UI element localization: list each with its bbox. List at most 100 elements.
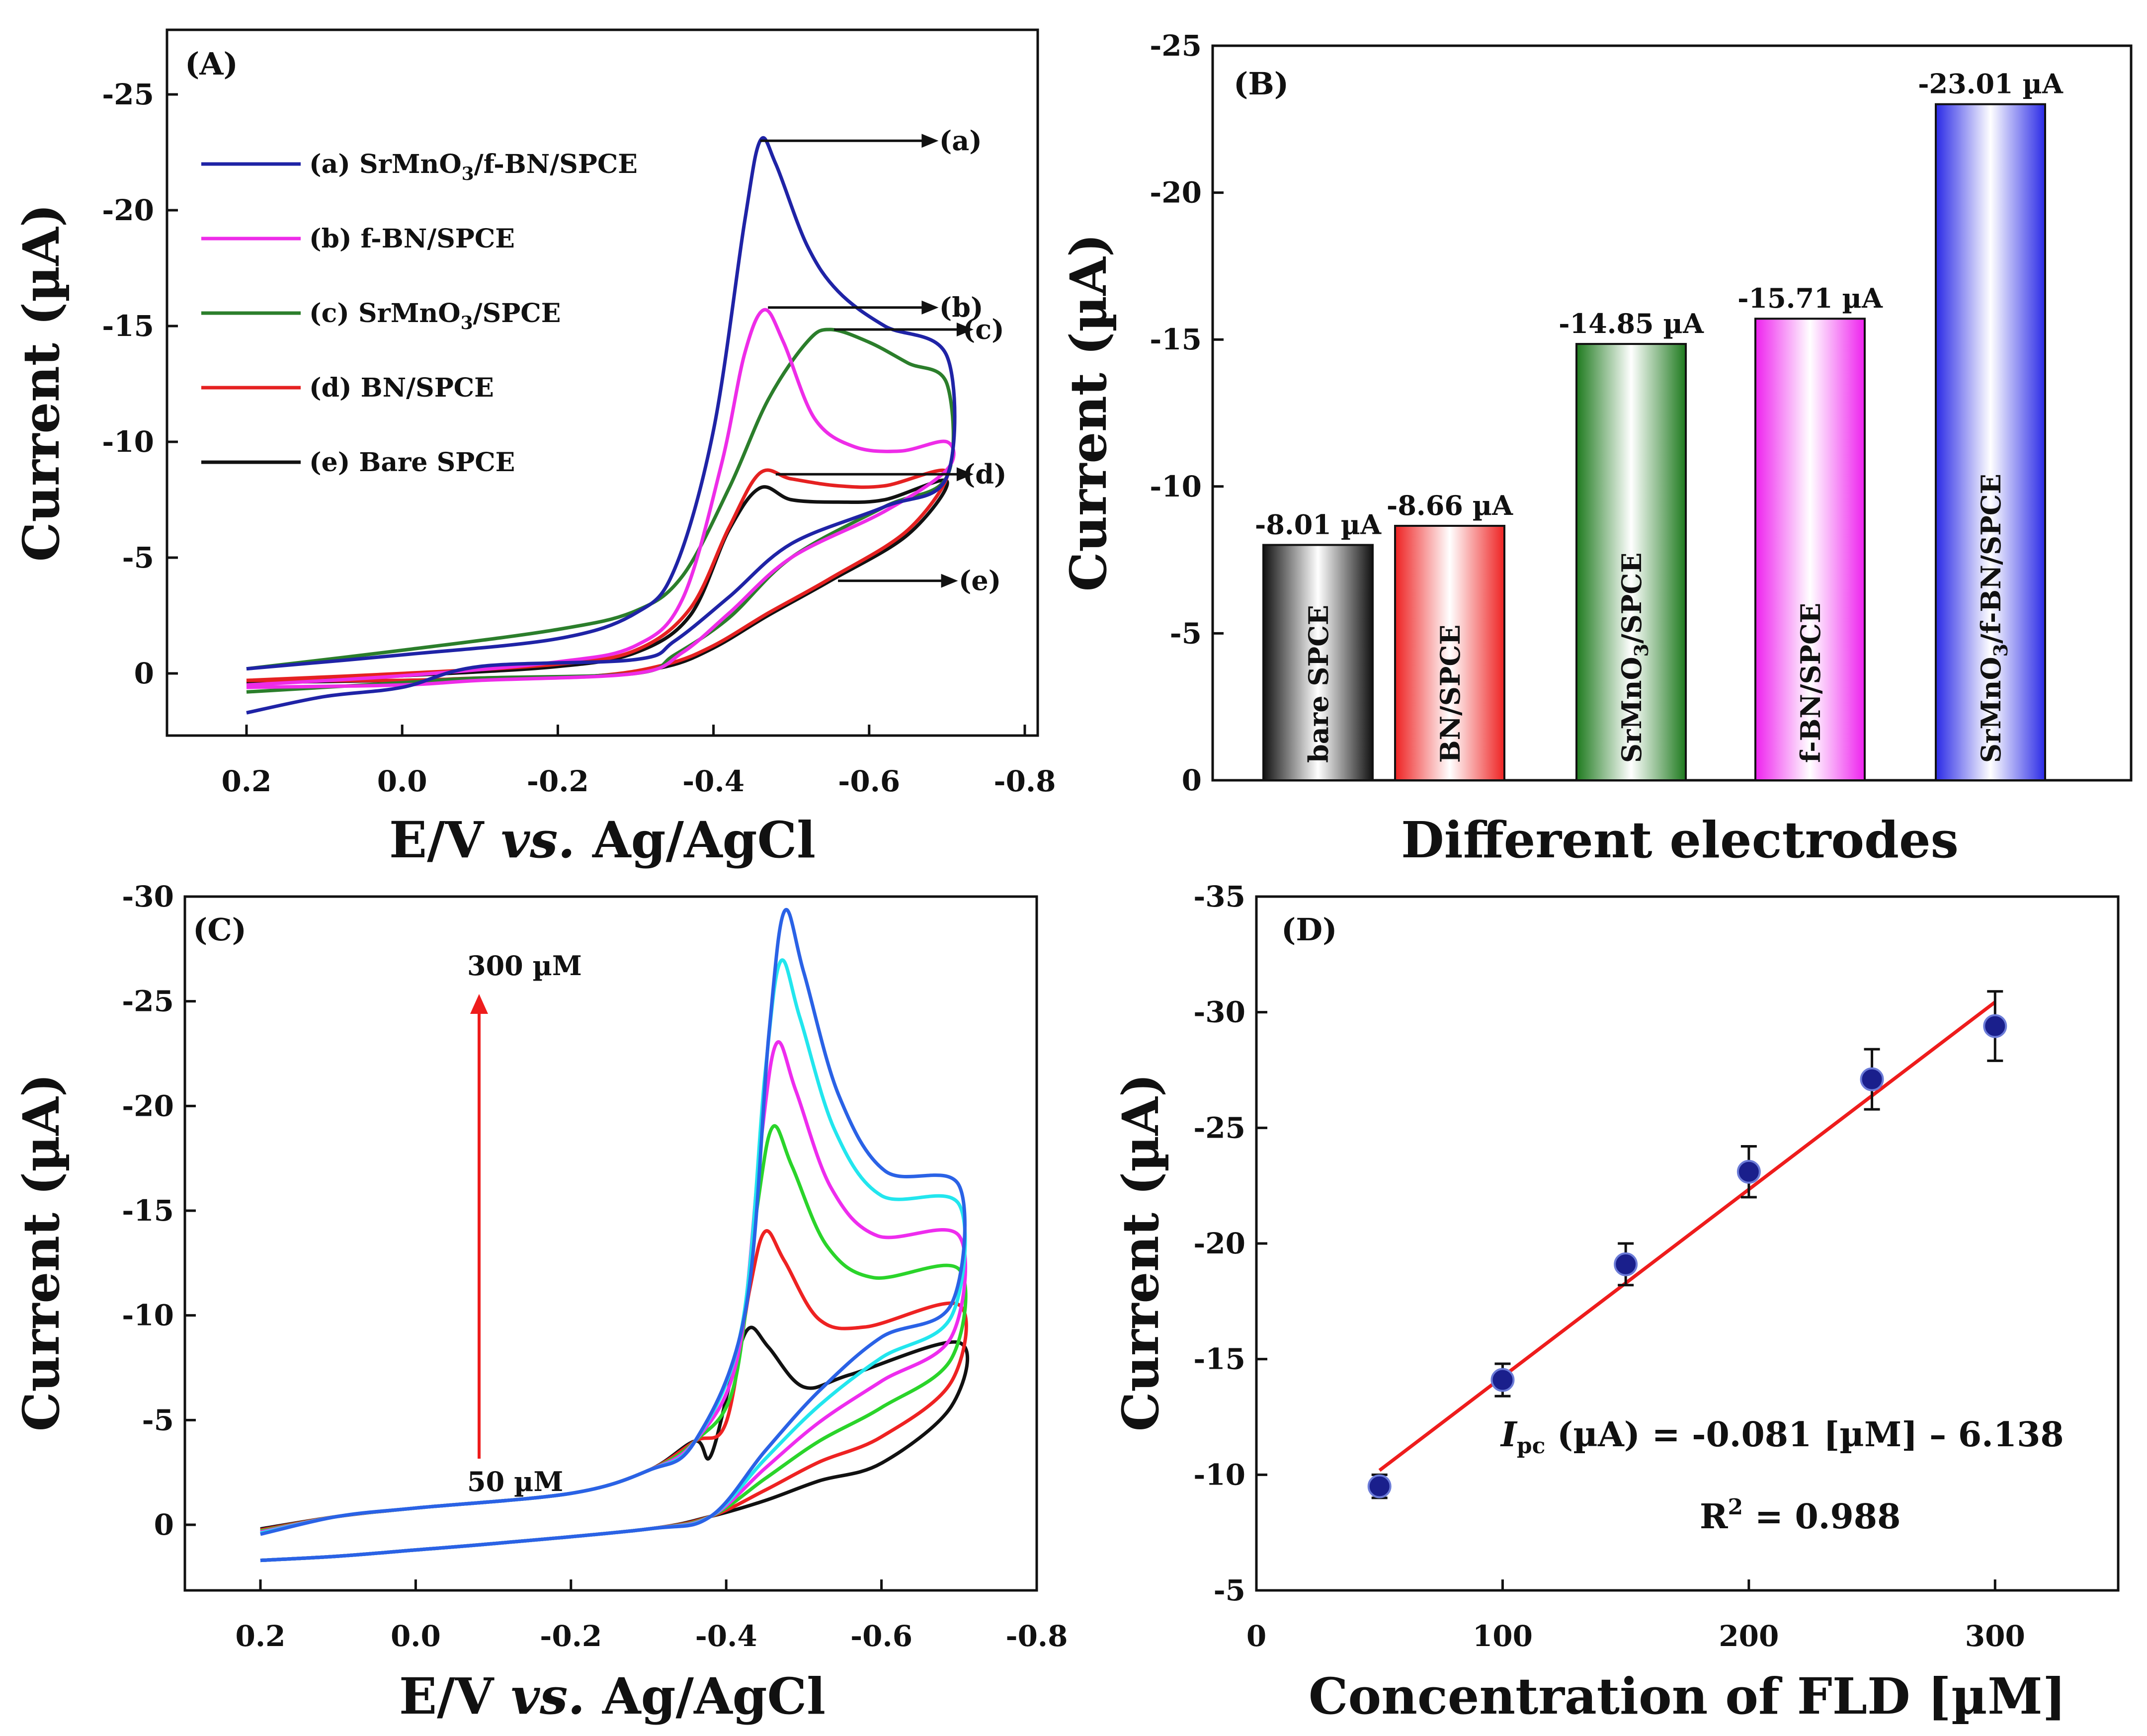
x-tick-label: -0.2	[540, 1619, 602, 1653]
data-point	[1490, 1368, 1515, 1392]
legend-entry: (a) SrMnO3/f-BN/SPCE	[309, 149, 638, 184]
annotation-label: (c)	[963, 314, 1004, 345]
y-tick-label: -25	[122, 985, 174, 1018]
panel-b-y-ticks: 0 -5 -10 -15 -20 -25	[1150, 29, 1224, 797]
y-tick-label: -25	[102, 78, 154, 111]
y-tick-label: -30	[122, 880, 174, 913]
y-tick-label: -5	[1170, 616, 1202, 650]
bar	[1262, 544, 1374, 782]
data-point	[1367, 1474, 1392, 1498]
x-tick-label: 0.2	[236, 1619, 286, 1653]
panel-a-y-ticks: 0 -5 -10 -15 -20 -25	[102, 78, 178, 690]
y-tick-label: -25	[1193, 1111, 1245, 1145]
panel-b-x-axis-label: Different electrodes	[1401, 811, 1959, 869]
x-tick-label: 200	[1719, 1619, 1779, 1653]
x-tick-label: 0	[1246, 1619, 1266, 1653]
panel-d-x-ticks: 0 100 200 300	[1246, 1579, 2025, 1653]
panel-c-curves	[260, 908, 970, 1563]
y-tick-label: -20	[1193, 1227, 1245, 1260]
x-tick-label: 100	[1473, 1619, 1533, 1653]
bar-category-label: bare SPCE	[1303, 605, 1334, 763]
bar	[1935, 103, 2046, 781]
bar-category-label: BN/SPCE	[1434, 625, 1466, 763]
y-tick-label: -15	[1193, 1342, 1245, 1376]
panel-c-frame	[183, 895, 1038, 1592]
legend-entry: (d) BN/SPCE	[309, 373, 494, 403]
panel-a-label: (A)	[185, 46, 238, 82]
panel-b-label: (B)	[1234, 66, 1289, 102]
arrow-top-label: 300 µM	[467, 950, 582, 982]
panel-d-points	[1367, 990, 2007, 1499]
annotation-label: (b)	[939, 291, 984, 323]
y-tick-label: -5	[122, 541, 154, 575]
bar-value-label: -23.01 µA	[1918, 68, 2064, 100]
y-tick-label: -25	[1150, 29, 1202, 63]
bar-value-label: -14.85 µA	[1559, 308, 1704, 339]
r-squared: R2 = 0.988	[1700, 1494, 1900, 1537]
panel-c-y-ticks: 0 -5 -10 -15 -20 -25 -30	[122, 880, 196, 1542]
x-tick-label: -0.8	[994, 764, 1056, 798]
y-tick-label: -15	[102, 309, 154, 343]
data-point	[1860, 1067, 1884, 1091]
panel-a-x-ticks: 0.2 0.0 -0.2 -0.4 -0.6 -0.8	[222, 725, 1056, 798]
legend-entry: (b) f-BN/SPCE	[309, 224, 515, 254]
y-tick-label: 0	[134, 657, 154, 690]
y-tick-label: -5	[142, 1403, 174, 1437]
data-point	[1736, 1159, 1761, 1184]
y-tick-label: -35	[1193, 880, 1245, 913]
bar	[1575, 343, 1687, 781]
panel-c: (C) 0.2 0.0 -0.2 -0.4 -0.6 -0.8 0 -5 -10 -15 -20 -…	[12, 880, 1068, 1726]
bar-value-label: -15.71 µA	[1737, 282, 1883, 314]
bar-category-label: SrMnO3/SPCE	[1616, 553, 1652, 763]
panel-a-frame	[165, 28, 1039, 737]
y-tick-label: -30	[1193, 995, 1245, 1029]
x-tick-label: -0.6	[850, 1619, 912, 1653]
x-tick-label: 0.2	[222, 764, 272, 798]
panel-b-bars: -8.01 µA bare SPCE -8.66 µA BN/SPCE -14.85 µ…	[1255, 68, 2064, 782]
x-tick-label: -0.6	[838, 764, 900, 798]
cv-curve	[260, 1325, 970, 1563]
y-tick-label: 0	[1182, 763, 1202, 797]
panel-a-y-axis-label: Current (µA)	[12, 204, 71, 562]
bar-category-label: f-BN/SPCE	[1795, 603, 1826, 763]
panel-b-y-axis-label: Current (µA)	[1059, 234, 1118, 591]
bar-category-label: SrMnO3/f-BN/SPCE	[1975, 474, 2012, 763]
data-point	[1614, 1252, 1638, 1276]
y-tick-label: 0	[154, 1508, 174, 1542]
bar-value-label: -8.66 µA	[1387, 490, 1513, 521]
y-tick-label: -15	[1150, 323, 1202, 356]
fit-line	[1378, 1000, 1996, 1472]
x-tick-label: -0.4	[682, 764, 744, 798]
cv-curve	[260, 908, 967, 1563]
x-tick-label: 0.0	[377, 764, 427, 798]
panel-d-y-ticks: -5 -10 -15 -20 -25 -30 -35	[1193, 880, 1267, 1607]
data-point	[1983, 1014, 2007, 1038]
annotation-label: (a)	[939, 125, 982, 157]
bar	[1394, 525, 1505, 781]
x-tick-label: 0.0	[391, 1619, 441, 1653]
concentration-arrow-head	[470, 994, 488, 1014]
panel-c-x-ticks: 0.2 0.0 -0.2 -0.4 -0.6 -0.8	[236, 1579, 1068, 1653]
annotation-arrow-head	[956, 467, 974, 482]
panel-a-legend: (a) SrMnO3/f-BN/SPCE (b) f-BN/SPCE (c) SrM…	[201, 149, 638, 478]
panel-a-x-axis-label: E/V vs. Ag/AgCl	[389, 811, 816, 869]
y-tick-label: -20	[1150, 176, 1202, 210]
legend-entry: (c) SrMnO3/SPCE	[309, 298, 561, 333]
annotation-arrow-head	[921, 134, 939, 148]
fit-equation: Ipc (µA) = -0.081 [µM] – 6.138	[1500, 1415, 2064, 1459]
cv-curve	[246, 136, 957, 715]
bar	[1754, 318, 1866, 781]
x-tick-label: 300	[1965, 1619, 2025, 1653]
x-tick-label: -0.8	[1006, 1619, 1068, 1653]
panel-a-curves	[246, 136, 957, 715]
panel-a-annotations: (a) (b)(c) (d) (e)	[760, 125, 1007, 596]
annotation-arrow-head	[921, 300, 939, 315]
y-tick-label: -10	[1150, 470, 1202, 503]
y-tick-label: -10	[1193, 1458, 1245, 1491]
annotation-arrow-head	[941, 574, 958, 588]
panel-c-x-axis-label: E/V vs. Ag/AgCl	[399, 1667, 826, 1726]
x-tick-label: -0.2	[527, 764, 589, 798]
cv-curve	[246, 308, 956, 689]
